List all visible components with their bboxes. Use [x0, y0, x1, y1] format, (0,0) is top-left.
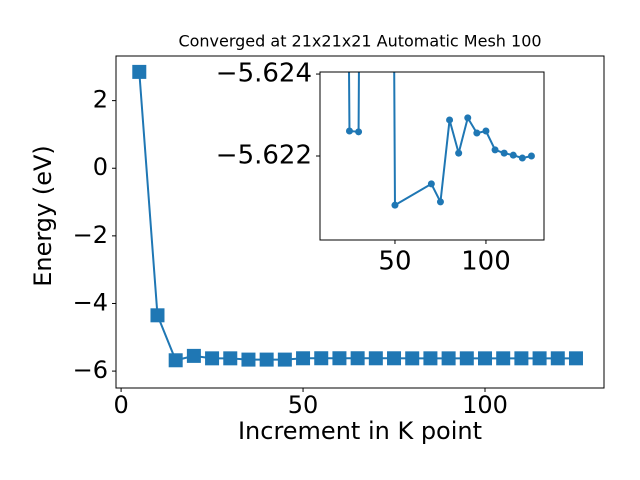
- data-point: [446, 116, 454, 124]
- data-point: [518, 154, 526, 162]
- x-tick-label: 50: [378, 247, 411, 277]
- data-point: [427, 180, 435, 188]
- data-point: [350, 351, 365, 366]
- data-point: [436, 198, 444, 206]
- data-point: [500, 149, 508, 157]
- data-point: [455, 149, 463, 157]
- data-point: [527, 152, 535, 160]
- data-point: [405, 351, 420, 366]
- y-tick-label: 2: [93, 86, 108, 114]
- data-point: [509, 151, 517, 159]
- plot-content: [345, 72, 535, 209]
- data-point: [478, 351, 493, 366]
- data-point: [441, 351, 456, 366]
- data-point: [150, 308, 165, 323]
- data-point: [459, 351, 474, 366]
- data-point: [391, 201, 399, 209]
- data-point: [464, 114, 472, 122]
- data-point: [514, 351, 529, 366]
- data-point: [314, 351, 329, 366]
- data-point: [473, 129, 481, 137]
- y-tick-label: −5.622: [216, 141, 312, 171]
- data-point: [387, 351, 402, 366]
- data-point: [482, 127, 490, 135]
- data-point: [368, 351, 383, 366]
- data-point: [241, 352, 256, 367]
- axes-frame: [115, 55, 605, 389]
- data-point: [496, 351, 511, 366]
- data-point: [345, 127, 353, 135]
- y-tick-label: 0: [93, 153, 108, 181]
- data-point: [491, 146, 499, 154]
- data-point: [296, 351, 311, 366]
- data-point: [259, 352, 274, 367]
- data-point: [132, 64, 147, 79]
- x-tick-label: 100: [462, 391, 508, 419]
- data-point: [168, 353, 183, 368]
- x-tick-label: 50: [288, 391, 319, 419]
- data-point: [532, 351, 547, 366]
- data-point: [332, 351, 347, 366]
- data-point: [550, 351, 565, 366]
- data-point: [223, 351, 238, 366]
- data-point: [205, 351, 220, 366]
- x-tick-label: 0: [113, 391, 128, 419]
- chart-title: Converged at 21x21x21 Automatic Mesh 100: [178, 32, 541, 51]
- data-point: [568, 351, 583, 366]
- y-tick-label: −6: [73, 356, 108, 384]
- plot-area: [320, 72, 544, 240]
- x-tick-label: 100: [461, 247, 511, 277]
- plot-content: [132, 64, 583, 368]
- data-point: [186, 348, 201, 363]
- y-tick-label: −2: [73, 221, 108, 249]
- data-point: [277, 352, 292, 367]
- y-tick-label: −4: [73, 288, 108, 316]
- x-axis-label: Increment in K point: [238, 417, 482, 445]
- data-point: [423, 351, 438, 366]
- data-point: [355, 128, 363, 136]
- y-tick-label: −5.624: [216, 59, 312, 89]
- y-axis-label: Energy (eV): [29, 145, 57, 287]
